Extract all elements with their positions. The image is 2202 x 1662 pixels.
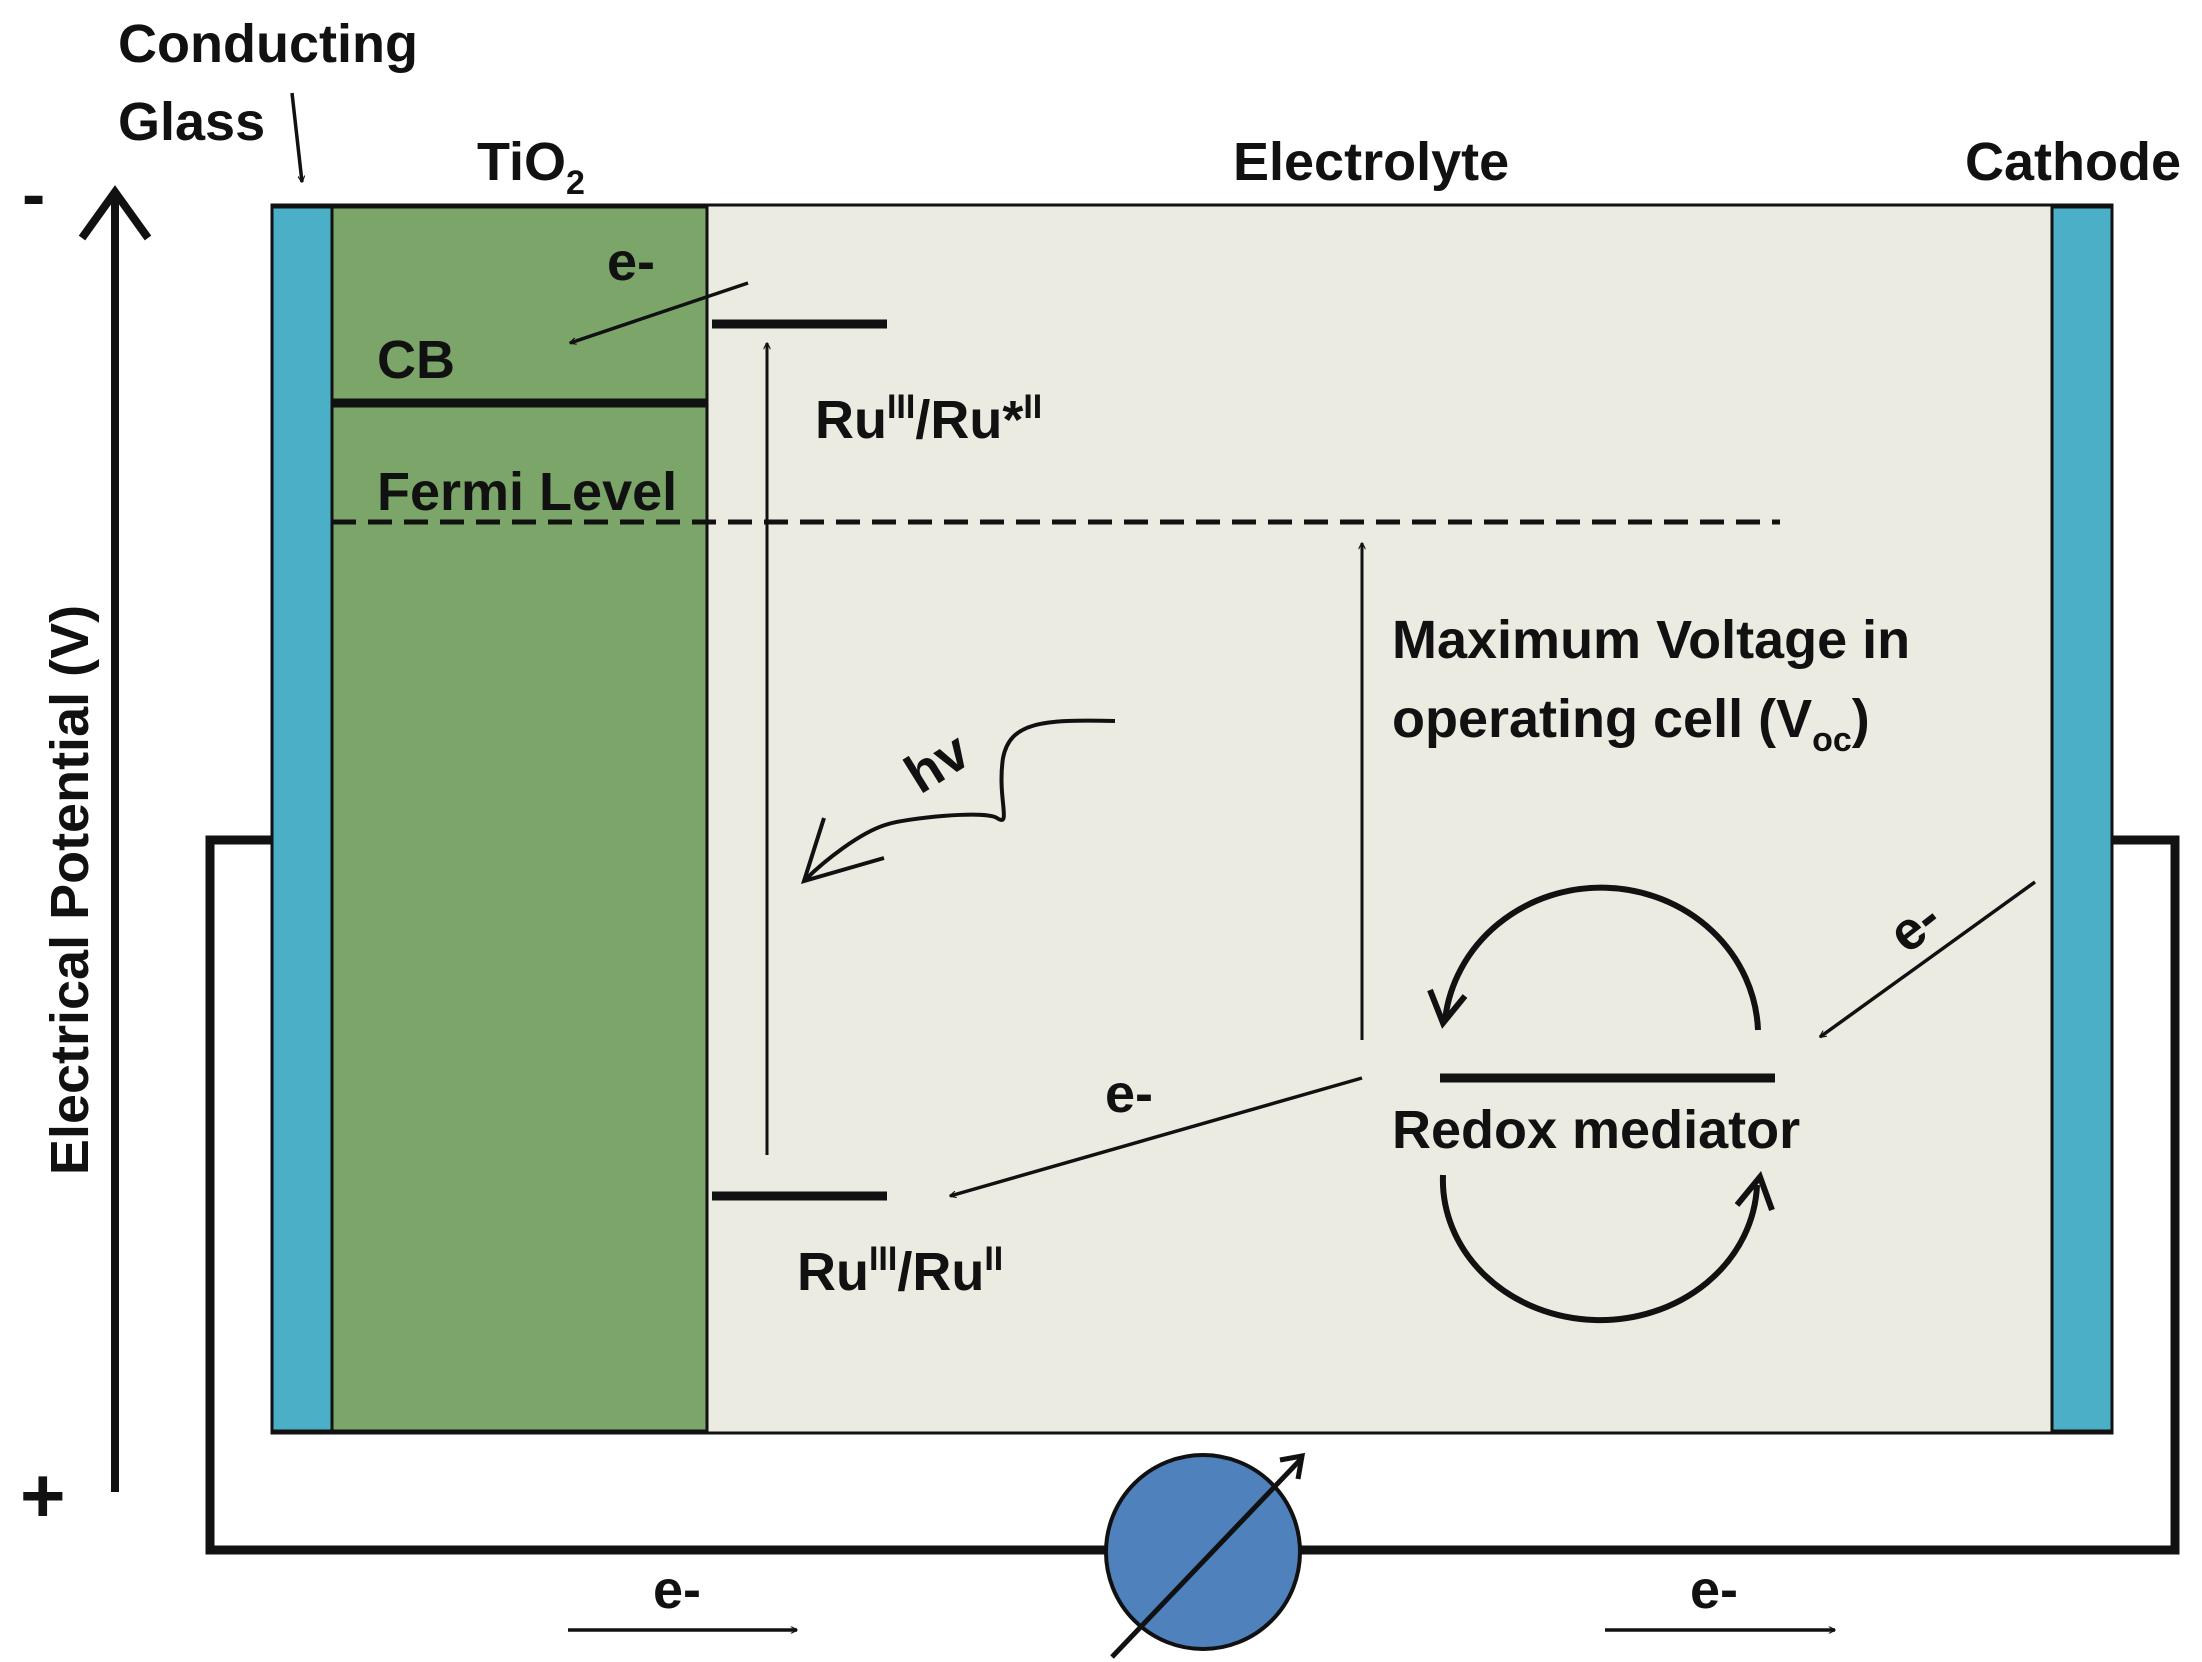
regeneration-arrow — [950, 1076, 1363, 1196]
potential-minus-sign: - — [22, 155, 45, 233]
redox-mediator-label: Redox mediator — [1392, 1100, 1800, 1160]
potential-axis-arrowhead — [78, 185, 152, 241]
redox-cycle-upper-arc — [1442, 884, 1761, 1031]
conducting-glass-label-line1: Conducting — [118, 14, 418, 74]
redox-cycle-lower-arc — [1439, 1174, 1760, 1324]
ru-ground-label: RuIII/RuII — [797, 1240, 1003, 1302]
cathode-label: Cathode — [1965, 132, 2181, 192]
redox-cycle-upper-arrowhead — [1427, 988, 1468, 1029]
load-meter-circle — [1104, 1453, 1302, 1651]
load-meter-needle — [1110, 1456, 1304, 1659]
photon-arrowhead — [800, 817, 885, 884]
conducting-glass-label-line2: Glass — [118, 92, 265, 152]
load-meter-needle-head — [1279, 1452, 1306, 1480]
cathode-electron-arrow — [1820, 880, 2037, 1039]
cb-label: CB — [377, 330, 455, 390]
electron-label-regeneration: e- — [1105, 1064, 1153, 1124]
voc-label-line1: Maximum Voltage in — [1392, 610, 1910, 670]
electron-label-circuit-right: e- — [1690, 1560, 1738, 1620]
electron-label-injection: e- — [607, 232, 655, 292]
conducting-glass-anode — [270, 205, 334, 1433]
electron-label-circuit-left: e- — [653, 1560, 701, 1620]
conducting-glass-pointer — [290, 92, 302, 182]
tio2-label: TiO2 — [477, 132, 585, 202]
ru-excited-label: RuIII/Ru*II — [815, 388, 1042, 450]
voc-label-line2: operating cell (Voc) — [1392, 689, 1870, 759]
cathode-glass — [2050, 205, 2114, 1433]
fermi-level-label: Fermi Level — [377, 462, 677, 522]
tio2-layer — [330, 205, 709, 1433]
redox-cycle-lower-arrowhead — [1734, 1171, 1775, 1212]
photon-wave — [803, 718, 1116, 882]
potential-axis-label: Electrical Potential (V) — [40, 605, 100, 1175]
potential-plus-sign: + — [20, 1451, 66, 1539]
injection-arrow — [570, 281, 749, 343]
electrolyte-label: Electrolyte — [1233, 132, 1509, 192]
